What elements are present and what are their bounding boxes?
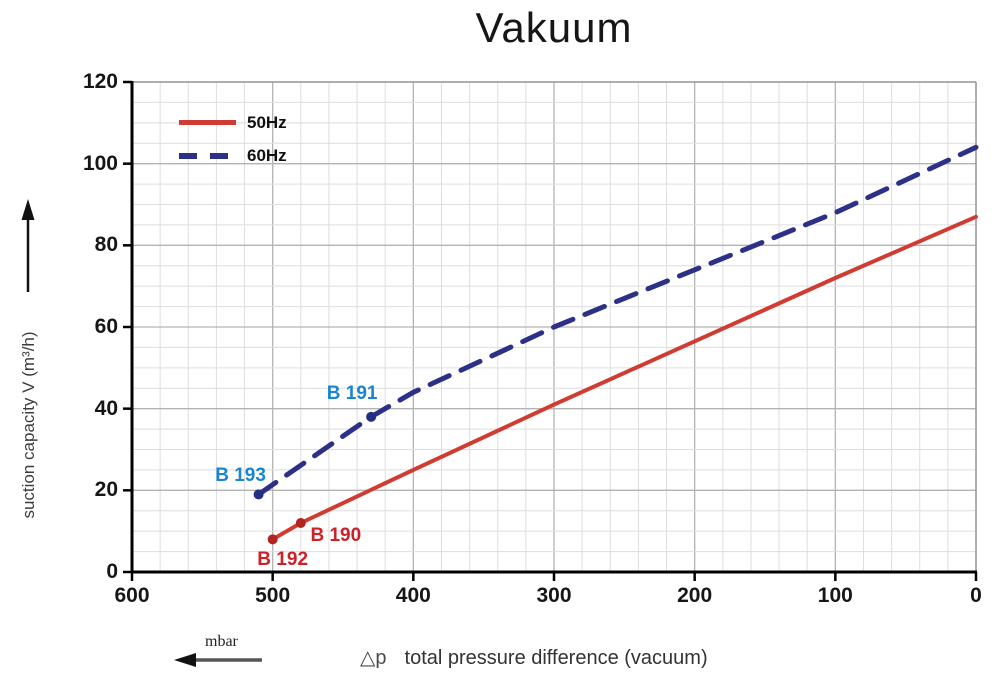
x-axis-arrow-left-icon	[174, 653, 262, 667]
data-series	[253, 144, 979, 545]
marker-point-b-191	[366, 411, 377, 422]
chart-title: Vakuum	[475, 4, 633, 51]
plot-frame	[123, 80, 978, 581]
marker-point-b-190	[295, 518, 306, 528]
marker-point-b-192	[267, 534, 278, 545]
marker-point-b-193	[253, 489, 264, 500]
y-axis-arrow-up-icon	[21, 199, 35, 292]
series-line-60hz	[256, 144, 979, 497]
